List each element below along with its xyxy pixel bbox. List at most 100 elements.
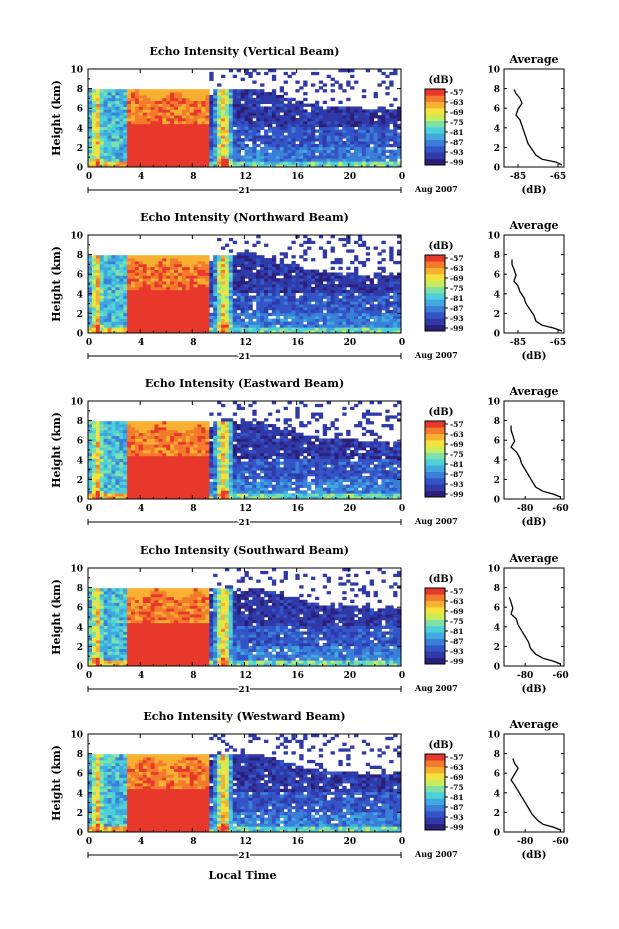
heatmap-cell bbox=[99, 304, 105, 308]
colorbar-swatch bbox=[425, 120, 445, 128]
heatmap-cell bbox=[99, 467, 105, 471]
heatmap-cell bbox=[103, 155, 108, 159]
heatmap-cell bbox=[142, 295, 148, 299]
heatmap-cell bbox=[107, 275, 112, 279]
heatmap-cell bbox=[150, 452, 155, 457]
heatmap-cell bbox=[193, 278, 198, 282]
heatmap-cell bbox=[397, 123, 402, 128]
heatmap-cell bbox=[267, 286, 273, 291]
heatmap-cell bbox=[205, 135, 210, 139]
heatmap-cell bbox=[119, 301, 124, 305]
heatmap-cell bbox=[330, 149, 335, 153]
heatmap-cell bbox=[221, 106, 226, 110]
heatmap-cell bbox=[397, 307, 402, 311]
heatmap-cell bbox=[275, 155, 281, 159]
heatmap-cell bbox=[123, 97, 128, 102]
heatmap-cell bbox=[111, 421, 116, 425]
heatmap-cell bbox=[338, 109, 343, 113]
heatmap-cell bbox=[232, 132, 238, 136]
heatmap-cell bbox=[228, 143, 234, 148]
heatmap-cell bbox=[311, 318, 316, 322]
heatmap-cell bbox=[103, 309, 108, 314]
heatmap-cell bbox=[221, 103, 226, 107]
heatmap-cell bbox=[138, 432, 144, 436]
heatmap-cell bbox=[322, 255, 328, 259]
heatmap-cell bbox=[193, 164, 198, 168]
heatmap-cell bbox=[287, 266, 292, 270]
heatmap-cell bbox=[264, 115, 269, 119]
heatmap-cell bbox=[267, 161, 273, 165]
heatmap-cell bbox=[357, 318, 363, 322]
heatmap-cell bbox=[236, 141, 241, 145]
heatmap-cell bbox=[91, 330, 97, 334]
heatmap-cell bbox=[342, 312, 347, 317]
heatmap-cell bbox=[283, 135, 288, 139]
heatmap-cell bbox=[131, 92, 136, 96]
heatmap-cell bbox=[138, 487, 144, 491]
heatmap-cell bbox=[209, 126, 214, 130]
heatmap-cell bbox=[283, 143, 288, 148]
heatmap-cell bbox=[275, 109, 281, 113]
heatmap-cell bbox=[166, 452, 171, 457]
heatmap-cell bbox=[166, 496, 171, 500]
heatmap-cell bbox=[213, 92, 218, 96]
heatmap-cell bbox=[123, 129, 128, 133]
heatmap-cell bbox=[271, 146, 277, 151]
heatmap-cell bbox=[88, 138, 93, 142]
heatmap-cell bbox=[150, 97, 155, 102]
heatmap-cell bbox=[299, 100, 304, 104]
heatmap-cell bbox=[326, 112, 331, 116]
heatmap-cell bbox=[134, 129, 140, 133]
heatmap-cell bbox=[252, 272, 257, 276]
heatmap-cell bbox=[181, 89, 187, 93]
heatmap-cell bbox=[283, 292, 288, 296]
heatmap-cell bbox=[189, 307, 195, 311]
heatmap-cell bbox=[389, 258, 394, 262]
heatmap-cell bbox=[111, 158, 116, 162]
heatmap-cell bbox=[279, 298, 285, 302]
heatmap-cell bbox=[205, 115, 210, 119]
heatmap-cell bbox=[260, 269, 265, 273]
heatmap-cell bbox=[177, 330, 183, 334]
heatmap-cell bbox=[260, 307, 265, 311]
heatmap-cell bbox=[111, 455, 116, 460]
heatmap-cell bbox=[138, 272, 144, 276]
heatmap-cell bbox=[389, 155, 394, 159]
x-tick-label: 8 bbox=[190, 338, 196, 348]
heatmap-cell bbox=[295, 281, 300, 285]
heatmap-cell bbox=[181, 118, 187, 122]
heatmap-cell bbox=[107, 106, 112, 110]
heatmap-cell bbox=[393, 115, 398, 119]
heatmap-cell bbox=[217, 103, 222, 107]
heatmap-cell bbox=[127, 106, 132, 110]
heatmap-cell bbox=[185, 118, 191, 122]
heatmap-cell bbox=[330, 284, 335, 288]
heatmap-cell bbox=[111, 470, 116, 474]
heatmap-cell bbox=[99, 141, 105, 145]
heatmap-cell bbox=[361, 243, 367, 247]
heatmap-cell bbox=[224, 149, 230, 153]
heatmap-cell bbox=[193, 152, 198, 156]
heatmap-cell bbox=[131, 496, 136, 500]
heatmap-cell bbox=[224, 263, 230, 268]
x-tick-label: 12 bbox=[239, 338, 252, 348]
heatmap-cell bbox=[185, 120, 191, 125]
heatmap-cell bbox=[170, 284, 175, 288]
heatmap-cell bbox=[213, 255, 218, 259]
heatmap-cell bbox=[185, 89, 191, 93]
heatmap-cell bbox=[264, 100, 269, 104]
heatmap-cell bbox=[150, 266, 155, 270]
heatmap-cell bbox=[295, 143, 300, 148]
heatmap-cell bbox=[115, 126, 120, 130]
heatmap-cell bbox=[357, 330, 363, 334]
heatmap-cell bbox=[162, 109, 167, 113]
heatmap-cell bbox=[91, 481, 97, 485]
heatmap-cell bbox=[111, 115, 116, 119]
heatmap-cell bbox=[162, 295, 167, 299]
heatmap-cell bbox=[252, 286, 257, 291]
heatmap-cell bbox=[279, 263, 285, 268]
heatmap-cell bbox=[170, 278, 175, 282]
heatmap-cell bbox=[111, 307, 116, 311]
heatmap-cell bbox=[369, 112, 375, 116]
heatmap-cell bbox=[291, 266, 296, 270]
